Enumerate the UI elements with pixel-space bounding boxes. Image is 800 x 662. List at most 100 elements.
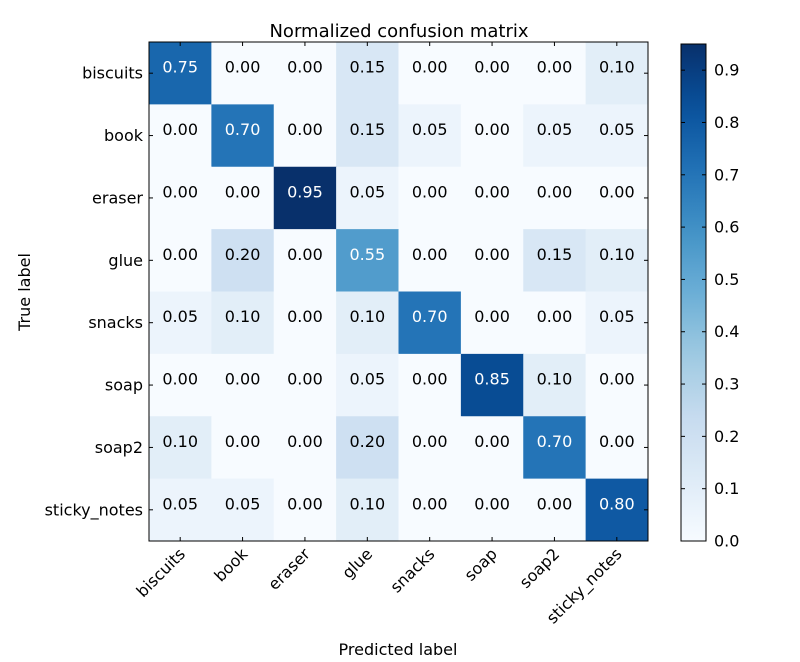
heatmap-cell [273, 416, 337, 480]
heatmap-cell [149, 104, 212, 168]
heatmap-cell [585, 353, 649, 417]
heatmap-cell [273, 104, 337, 168]
heatmap-cell [460, 291, 524, 355]
cell-value-label: 0.00 [162, 370, 198, 389]
heatmap-cell [585, 478, 649, 542]
x-tick-label: biscuits [132, 544, 189, 601]
heatmap-cell [211, 104, 275, 168]
cell-value-label: 0.00 [474, 58, 510, 77]
cell-value-label: 0.05 [599, 120, 635, 139]
colorbar-tick-label: 0.1 [714, 479, 739, 498]
x-tick-label: soap [461, 544, 501, 584]
cell-value-label: 0.00 [225, 182, 261, 201]
cell-value-label: 0.00 [474, 432, 510, 451]
y-axis-label: True label [15, 253, 34, 332]
heatmap-cell [460, 478, 524, 542]
cell-value-label: 0.00 [599, 182, 635, 201]
cell-value-label: 0.95 [287, 182, 323, 201]
cell-value-label: 0.10 [350, 494, 386, 513]
cell-value-label: 0.20 [225, 245, 261, 264]
cell-value-label: 0.00 [287, 432, 323, 451]
cell-value-label: 0.00 [412, 494, 448, 513]
colorbar-tick-label: 0.0 [714, 532, 739, 551]
heatmap-cell [336, 478, 399, 542]
cell-value-label: 0.00 [162, 245, 198, 264]
x-tick-label: book [210, 544, 252, 586]
cell-value-label: 0.00 [599, 432, 635, 451]
cell-value-label: 0.00 [412, 370, 448, 389]
colorbar-tick-label: 0.2 [714, 427, 739, 446]
heatmap-cell [523, 353, 587, 417]
heatmap-cell [273, 166, 337, 230]
cell-value-label: 0.00 [162, 120, 198, 139]
heatmap-cell [336, 416, 399, 480]
cell-value-label: 0.85 [474, 370, 510, 389]
cell-value-label: 0.00 [287, 494, 323, 513]
heatmap-cell [523, 229, 587, 292]
x-tick-label: snacks [386, 544, 438, 596]
heatmap-cell [273, 478, 337, 542]
cell-value-label: 0.00 [474, 120, 510, 139]
y-tick-label: soap [105, 376, 143, 395]
heatmap-cell [398, 166, 462, 230]
y-tick-label: biscuits [82, 64, 143, 83]
heatmap-cell [585, 104, 649, 168]
heatmap-cell [460, 229, 524, 292]
heatmap-cell [460, 416, 524, 480]
heatmap-cell [523, 478, 587, 542]
x-tick-label: glue [338, 544, 376, 582]
cell-value-label: 0.00 [599, 370, 635, 389]
cell-value-label: 0.00 [474, 182, 510, 201]
cell-value-label: 0.00 [225, 58, 261, 77]
cell-value-label: 0.00 [537, 182, 573, 201]
heatmap-cell [460, 353, 524, 417]
cell-value-label: 0.70 [412, 307, 448, 326]
colorbar-ticks: 0.0 0.1 0.2 0.3 0.4 0.5 0.6 0.7 0.8 0.9 [681, 61, 739, 551]
y-axis-ticks: biscuits book eraser glue snacks soap soap2 sti… [45, 64, 648, 520]
heatmap-cell-labels: 0.75 0.00 0.00 0.15 0.00 0.00 0.00 0.10 0.00 0.70… [162, 58, 634, 514]
heatmap-cell [398, 229, 462, 292]
heatmap-cell [149, 416, 212, 480]
cell-value-label: 0.00 [537, 58, 573, 77]
heatmap-cell [585, 229, 649, 292]
cell-value-label: 0.80 [599, 494, 635, 513]
cell-value-label: 0.00 [412, 58, 448, 77]
cell-value-label: 0.10 [599, 245, 635, 264]
cell-value-label: 0.00 [287, 370, 323, 389]
heatmap-cell [273, 229, 337, 292]
cell-value-label: 0.10 [350, 307, 386, 326]
cell-value-label: 0.15 [350, 58, 386, 77]
cell-value-label: 0.00 [287, 245, 323, 264]
heatmap-cell [523, 416, 587, 480]
cell-value-label: 0.00 [225, 432, 261, 451]
cell-value-label: 0.00 [412, 432, 448, 451]
heatmap-cell [523, 42, 587, 105]
y-tick-label: snacks [88, 313, 143, 332]
cell-value-label: 0.75 [162, 58, 198, 77]
heatmap-cell [211, 166, 275, 230]
colorbar-tick-label: 0.8 [714, 113, 739, 132]
heatmap-cell [585, 166, 649, 230]
heatmap-cell [398, 104, 462, 168]
heatmap-cell [336, 104, 399, 168]
plot-frame [148, 41, 649, 542]
colorbar-tick-label: 0.6 [714, 218, 739, 237]
cell-value-label: 0.70 [225, 120, 261, 139]
cell-value-label: 0.05 [350, 370, 386, 389]
cell-value-label: 0.05 [537, 120, 573, 139]
heatmap-cell [273, 353, 337, 417]
cell-value-label: 0.00 [287, 58, 323, 77]
y-tick-label: book [104, 126, 144, 145]
cell-value-label: 0.00 [162, 182, 198, 201]
cell-value-label: 0.00 [412, 182, 448, 201]
cell-value-label: 0.05 [412, 120, 448, 139]
colorbar-tick-label: 0.3 [714, 375, 739, 394]
cell-value-label: 0.10 [537, 370, 573, 389]
heatmap-cell [211, 353, 275, 417]
cell-value-label: 0.00 [412, 245, 448, 264]
heatmap-cell [149, 353, 212, 417]
colorbar-tick-label: 0.5 [714, 270, 739, 289]
cell-value-label: 0.00 [225, 370, 261, 389]
heatmap-cell [211, 291, 275, 355]
